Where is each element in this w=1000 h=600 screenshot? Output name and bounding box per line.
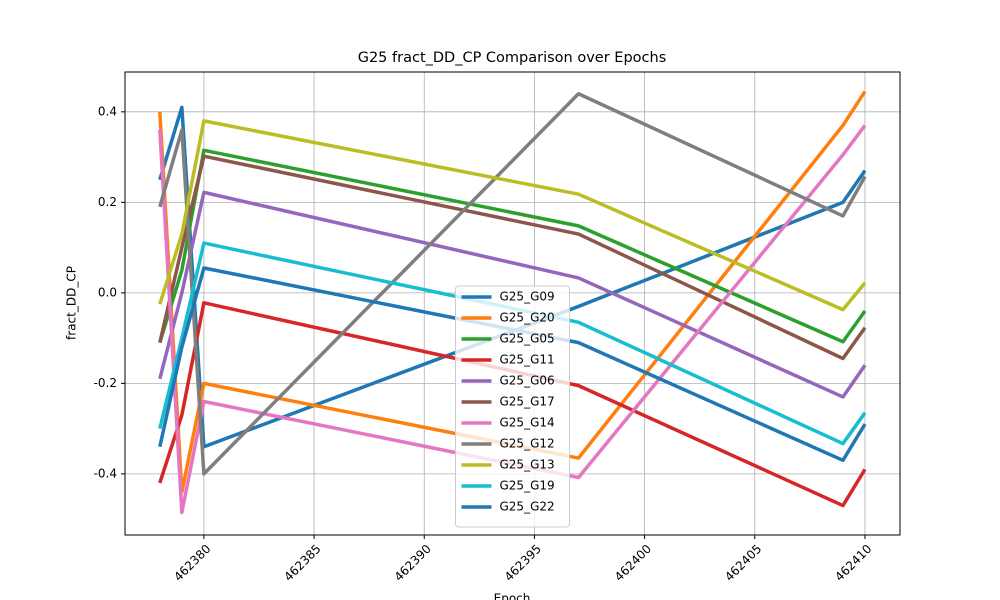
legend-label: G25_G17 [500, 395, 555, 409]
legend-label: G25_G05 [500, 332, 555, 346]
x-tick-label: 462405 [722, 542, 764, 584]
legend-label: G25_G20 [500, 311, 555, 325]
y-tick-label: -0.2 [94, 376, 117, 390]
x-tick-label: 462410 [832, 542, 874, 584]
y-tick-label: 0.4 [98, 104, 117, 118]
x-tick-label: 462395 [502, 542, 544, 584]
plot-frame [124, 71, 901, 536]
x-tick-label: 462390 [392, 542, 434, 584]
series-line [158, 154, 867, 361]
series-line [158, 105, 867, 449]
series-line [158, 148, 867, 344]
legend-label: G25_G06 [500, 374, 555, 388]
legend-label: G25_G12 [500, 437, 555, 451]
legend-label: G25_G14 [500, 416, 555, 430]
legend: G25_G09 G25_G20 G25_G05 G25_G11 G25_G06 G25_G… [455, 285, 570, 528]
x-tick-label: 462400 [612, 542, 654, 584]
legend-label: G25_G09 [500, 290, 555, 304]
series-line [158, 266, 867, 463]
y-tick-label: 0.2 [98, 195, 117, 209]
y-tick-label: 0.0 [98, 285, 117, 299]
x-tick-label: 462380 [171, 542, 213, 584]
series-line [158, 119, 867, 312]
legend-label: G25_G22 [500, 500, 555, 514]
legend-label: G25_G11 [500, 353, 555, 367]
legend-label: G25_G19 [500, 479, 555, 493]
chart-title: G25 fract_DD_CP Comparison over Epochs [358, 50, 667, 66]
y-axis-label: fract_DD_CP [65, 266, 79, 340]
series-line [158, 124, 867, 515]
series-line [158, 241, 867, 446]
x-axis-label: Epoch [494, 592, 531, 600]
y-tick-label: -0.4 [94, 466, 117, 480]
legend-label: G25_G13 [500, 458, 555, 472]
series-line [158, 190, 867, 399]
x-tick-label: 462385 [281, 542, 323, 584]
